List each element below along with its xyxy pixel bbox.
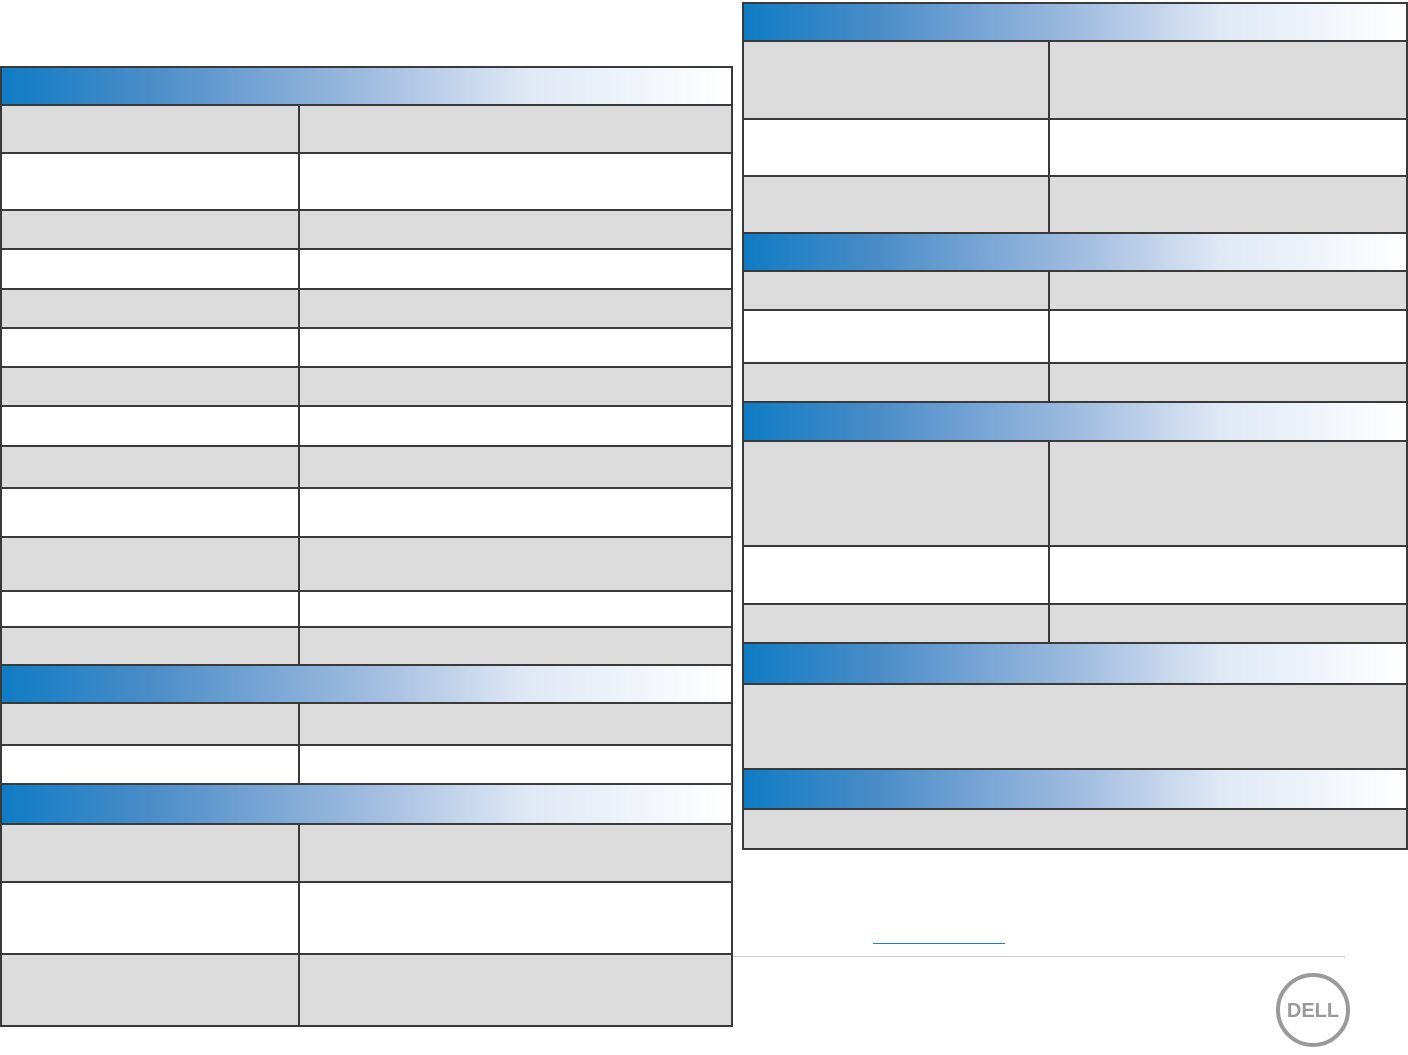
table-row [0,702,733,746]
footer-rule [733,956,1345,957]
table-row [0,288,733,329]
column-divider [298,590,300,628]
table-row [0,881,733,955]
section-header [742,768,1408,810]
section-header [0,66,733,106]
column-divider [298,487,300,538]
column-divider [1048,118,1050,177]
column-divider [1048,545,1050,605]
table-row [0,104,733,154]
column-divider [298,366,300,407]
table-row [742,362,1408,403]
table-row [742,270,1408,311]
section-header [742,2,1408,42]
column-divider [1048,270,1050,311]
table-row [742,683,1408,770]
logo-text: DELL [1287,1000,1339,1022]
column-divider [298,881,300,955]
column-divider [298,248,300,290]
column-divider [298,104,300,154]
table-row [0,152,733,211]
table-row [0,405,733,447]
table-row [742,808,1408,850]
column-divider [298,702,300,746]
table-row [0,536,733,592]
column-divider [298,209,300,250]
table-row [742,440,1408,547]
column-divider [298,953,300,1027]
column-divider [1048,603,1050,644]
table-row [0,209,733,250]
table-row [0,248,733,290]
table-row [742,40,1408,120]
logo-ring [1276,973,1350,1047]
table-row [742,118,1408,177]
section-header [742,401,1408,442]
link-underline[interactable] [873,943,1005,944]
table-row [0,445,733,489]
column-divider [1048,362,1050,403]
section-header [0,664,733,704]
column-divider [1048,309,1050,364]
table-row [0,327,733,368]
table-row [742,175,1408,234]
table-row [0,953,733,1027]
column-divider [298,405,300,447]
table-row [0,626,733,666]
column-divider [298,152,300,211]
table-row [0,487,733,538]
column-divider [1048,175,1050,234]
table-row [0,590,733,628]
table-row [742,603,1408,644]
column-divider [298,626,300,666]
section-header [742,642,1408,685]
column-divider [298,823,300,883]
table-row [0,366,733,407]
table-row [742,545,1408,605]
table-row [0,744,733,785]
column-divider [298,744,300,785]
table-row [0,823,733,883]
column-divider [298,327,300,368]
column-divider [298,536,300,592]
dell-logo: DELL [1276,973,1350,1047]
table-row [742,309,1408,364]
column-divider [298,445,300,489]
column-divider [298,288,300,329]
column-divider [1048,440,1050,547]
column-divider [1048,40,1050,120]
section-header [742,232,1408,272]
section-header [0,783,733,825]
